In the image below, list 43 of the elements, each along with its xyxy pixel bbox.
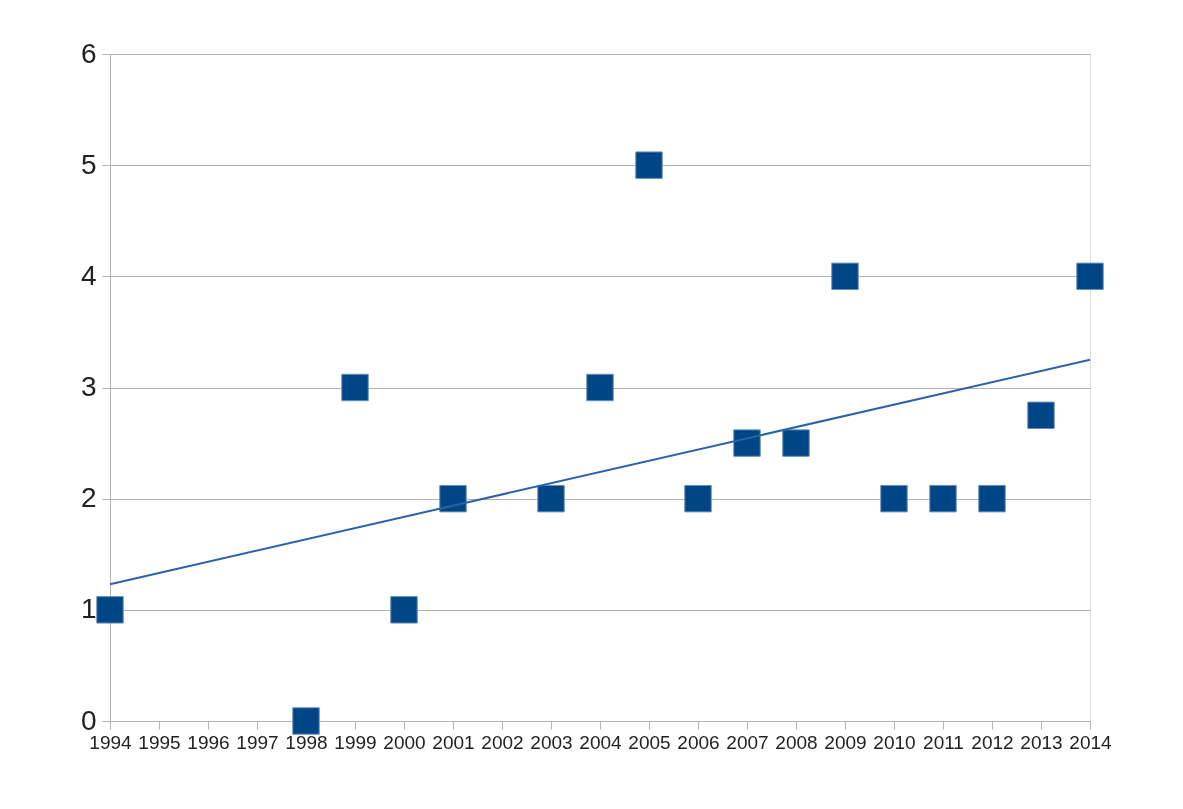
point <box>537 484 565 513</box>
y-tick-label: 2 <box>80 482 97 514</box>
x-tick-label: 2013 <box>1020 731 1063 753</box>
x-tick-label: 1997 <box>236 731 279 753</box>
y-tick-label: 5 <box>80 148 97 180</box>
x-tick-label: 2000 <box>383 731 426 753</box>
point <box>586 373 614 402</box>
point <box>684 484 712 513</box>
x-tick-label: 2010 <box>873 731 916 753</box>
x-tick-label: 1996 <box>187 731 230 753</box>
x-tick-label: 2006 <box>677 731 720 753</box>
point <box>390 596 418 624</box>
y-tick-label: 6 <box>80 37 97 69</box>
x-tick-label: 2009 <box>824 731 867 753</box>
point <box>733 429 761 457</box>
point <box>96 596 124 624</box>
point <box>439 484 467 513</box>
point <box>635 151 663 179</box>
point <box>831 262 859 291</box>
x-tick-label: 1995 <box>138 731 181 753</box>
x-tick-label: 2014 <box>1069 731 1113 753</box>
x-tick-label: 2001 <box>432 731 475 753</box>
point <box>782 429 810 457</box>
point <box>341 373 369 402</box>
x-tick-label: 2011 <box>923 731 964 753</box>
y-tick-label: 1 <box>80 593 97 625</box>
y-tick-label: 3 <box>80 371 97 402</box>
x-tick-label: 1998 <box>285 731 328 753</box>
point <box>880 484 908 513</box>
point <box>978 484 1006 513</box>
point <box>1076 262 1104 291</box>
x-tick-label: 1999 <box>334 731 377 753</box>
x-tick-label: 2007 <box>726 731 769 753</box>
x-tick-label: 2012 <box>971 731 1014 753</box>
point <box>929 484 957 513</box>
point <box>1027 401 1055 430</box>
x-tick-label: 2004 <box>579 731 623 753</box>
point <box>292 707 320 735</box>
x-tick-label: 2005 <box>628 731 671 753</box>
x-tick-label: 2002 <box>481 731 524 753</box>
x-tick-label: 2008 <box>775 731 818 753</box>
y-tick-label: 4 <box>80 259 97 291</box>
x-tick-label: 2003 <box>530 731 573 753</box>
